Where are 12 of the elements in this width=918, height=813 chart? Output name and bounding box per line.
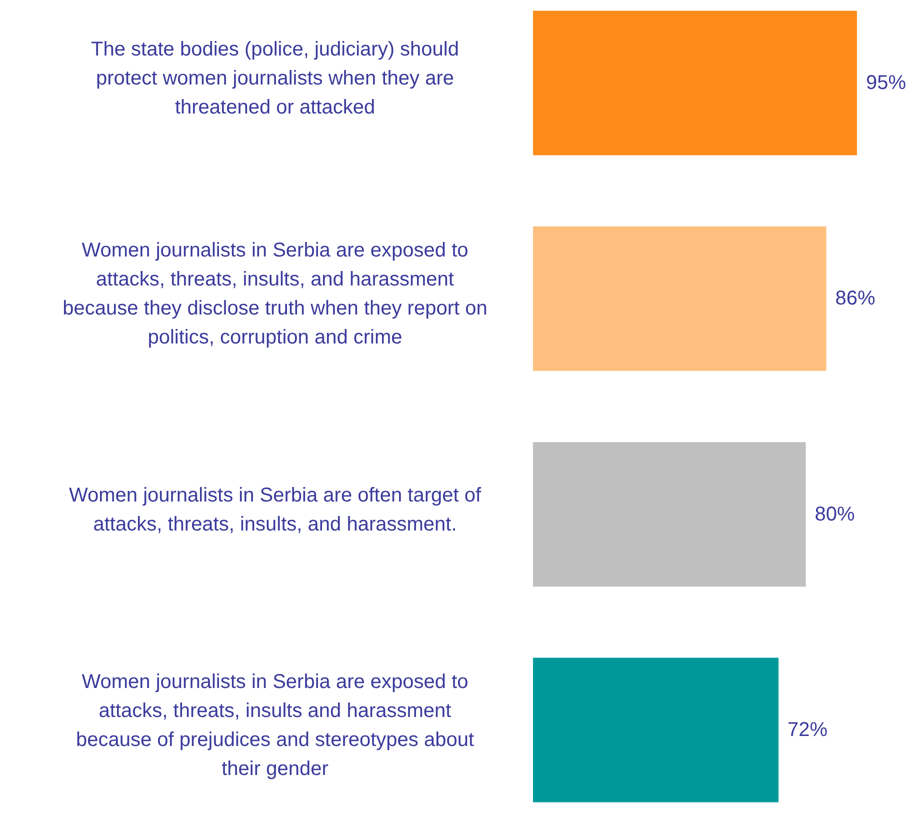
y-tick-label: Women journalists in Serbia are often target of attacks, threats, insults, and harassment. xyxy=(68,484,482,536)
bar xyxy=(533,658,779,802)
data-label: 72% xyxy=(788,718,828,741)
bar xyxy=(533,10,857,156)
y-tick-label: Women journalists in Serbia are exposed to attacks, threats, insults, and harassment because they disclose truth when they report on politics, corruption and crime xyxy=(62,240,488,349)
y-tick-label: Women journalists in Serbia are exposed to attacks, threats, insults and harassment because of prejudices and stereotypes about their gender xyxy=(76,670,474,780)
bar xyxy=(533,226,826,371)
data-label: 86% xyxy=(835,288,876,310)
bar xyxy=(533,442,806,587)
data-label: 80% xyxy=(814,503,856,526)
y-tick-label: The state bodies (police, judiciary) should protect women journalists when they are threatened or attacked xyxy=(91,38,459,119)
data-label: 95% xyxy=(866,72,906,94)
